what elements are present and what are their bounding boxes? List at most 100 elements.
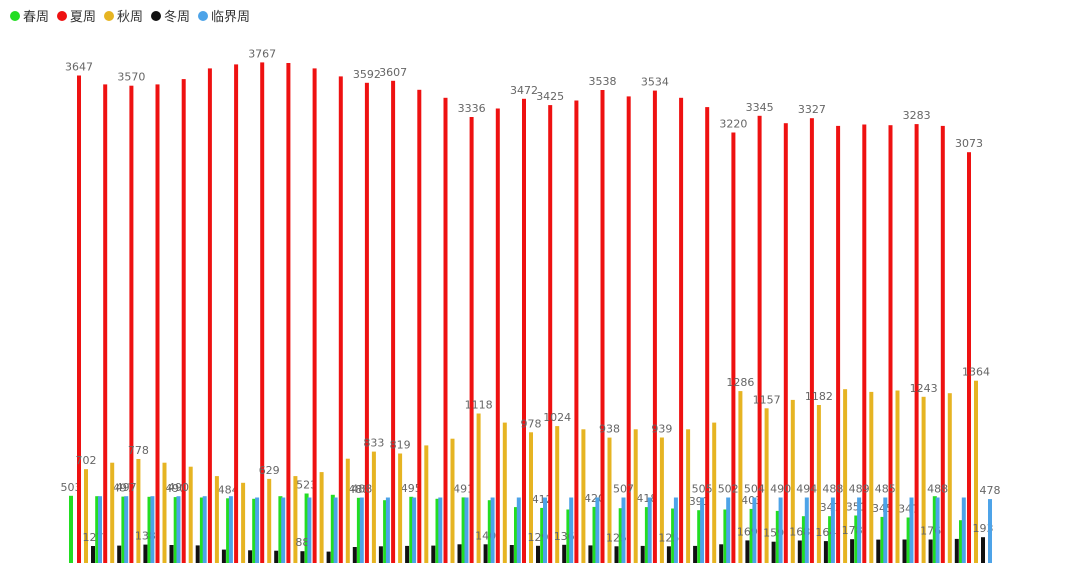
bar[interactable] — [771, 541, 776, 563]
bar[interactable] — [671, 508, 676, 564]
bar[interactable] — [352, 547, 357, 563]
bar[interactable] — [686, 429, 691, 563]
bar[interactable] — [797, 540, 802, 564]
bar[interactable] — [562, 544, 567, 563]
bar[interactable] — [947, 393, 952, 563]
bar[interactable] — [731, 132, 736, 564]
bar[interactable] — [147, 496, 152, 563]
bar[interactable] — [502, 422, 507, 563]
bar[interactable] — [173, 497, 178, 563]
bar[interactable] — [869, 391, 874, 563]
bar[interactable] — [188, 466, 193, 563]
bar[interactable] — [162, 462, 167, 563]
bar[interactable] — [745, 540, 750, 563]
bar[interactable] — [383, 500, 388, 563]
bar[interactable] — [764, 408, 769, 563]
bar[interactable] — [607, 437, 612, 563]
bar[interactable] — [438, 497, 443, 564]
bar[interactable] — [312, 68, 317, 564]
bar[interactable] — [626, 96, 631, 564]
bar[interactable] — [391, 80, 396, 564]
bar[interactable] — [614, 546, 619, 563]
bar[interactable] — [823, 541, 828, 563]
bar[interactable] — [278, 496, 283, 563]
bar[interactable] — [307, 497, 312, 564]
bar[interactable] — [129, 85, 134, 563]
bar[interactable] — [809, 118, 814, 563]
bar[interactable] — [880, 516, 885, 563]
bar[interactable] — [77, 75, 81, 564]
bar[interactable] — [857, 497, 862, 564]
bar[interactable] — [214, 476, 219, 563]
bar[interactable] — [248, 550, 253, 563]
bar[interactable] — [895, 390, 900, 564]
bar[interactable] — [286, 63, 291, 563]
bar[interactable] — [830, 497, 835, 564]
bar[interactable] — [98, 496, 102, 563]
bar[interactable] — [110, 462, 115, 563]
bar[interactable] — [876, 539, 881, 563]
bar[interactable] — [932, 496, 937, 563]
bar[interactable] — [555, 426, 560, 563]
bar[interactable] — [199, 497, 204, 564]
bar[interactable] — [267, 478, 272, 563]
bar[interactable] — [592, 506, 597, 563]
bar[interactable] — [836, 125, 841, 564]
bar[interactable] — [228, 496, 233, 563]
bar[interactable] — [693, 545, 698, 563]
bar[interactable] — [569, 497, 574, 564]
bar[interactable] — [618, 508, 623, 563]
bar[interactable] — [700, 497, 705, 564]
bar[interactable] — [914, 124, 919, 563]
bar[interactable] — [136, 459, 141, 563]
bar[interactable] — [581, 429, 586, 563]
bar[interactable] — [816, 405, 821, 563]
bar[interactable] — [974, 380, 978, 563]
bar[interactable] — [409, 496, 414, 563]
bar[interactable] — [195, 545, 200, 563]
bar[interactable] — [850, 539, 855, 563]
bar[interactable] — [412, 497, 417, 564]
bar[interactable] — [902, 539, 907, 564]
bar[interactable] — [293, 476, 298, 563]
bar[interactable] — [490, 497, 495, 564]
bar[interactable] — [495, 108, 500, 564]
bar[interactable] — [659, 437, 664, 564]
bar[interactable] — [778, 497, 783, 564]
bar[interactable] — [281, 497, 286, 564]
bar[interactable] — [644, 507, 649, 563]
bar[interactable] — [921, 396, 926, 563]
bar[interactable] — [679, 97, 684, 564]
bar[interactable] — [775, 510, 780, 563]
bar[interactable] — [828, 516, 833, 563]
bar[interactable] — [843, 389, 848, 563]
bar[interactable] — [202, 496, 207, 563]
bar[interactable] — [300, 551, 305, 563]
bar[interactable] — [405, 545, 410, 563]
bar[interactable] — [91, 546, 95, 563]
bar[interactable] — [450, 438, 455, 563]
bar[interactable] — [522, 98, 526, 564]
bar[interactable] — [548, 105, 553, 563]
bar[interactable] — [207, 68, 212, 564]
bar[interactable] — [359, 497, 364, 564]
bar[interactable] — [854, 515, 859, 564]
bar[interactable] — [600, 90, 605, 563]
bar[interactable] — [435, 498, 440, 563]
bar[interactable] — [804, 497, 809, 564]
bar[interactable] — [509, 545, 514, 563]
bar[interactable] — [959, 520, 963, 563]
bar[interactable] — [801, 516, 806, 563]
bar[interactable] — [234, 64, 239, 564]
bar[interactable] — [906, 517, 911, 564]
legend-item-4[interactable]: 冬周 — [151, 9, 190, 25]
bar[interactable] — [69, 495, 73, 563]
bar[interactable] — [117, 545, 122, 563]
bar[interactable] — [84, 469, 88, 563]
bar[interactable] — [443, 97, 448, 564]
bar[interactable] — [241, 482, 246, 563]
bar[interactable] — [476, 413, 481, 564]
bar[interactable] — [431, 545, 436, 563]
bar[interactable] — [935, 497, 940, 564]
bar[interactable] — [726, 497, 731, 564]
